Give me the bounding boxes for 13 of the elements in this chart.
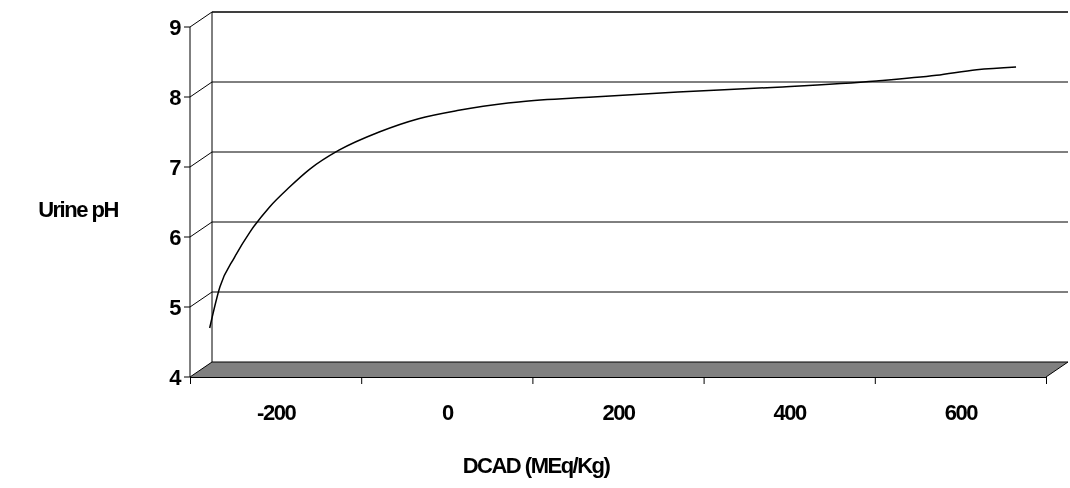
y-tick-label: 6 xyxy=(169,224,182,250)
x-tick-label: -200 xyxy=(257,399,297,425)
x-tick-label: 200 xyxy=(602,399,636,425)
y-tick-label: 7 xyxy=(169,154,182,180)
y-tick-label: 9 xyxy=(169,14,182,40)
x-axis-title: DCAD (MEq/Kg) xyxy=(462,453,611,478)
y-axis-title: Urine pH xyxy=(38,197,119,222)
x-tick-label: 0 xyxy=(441,399,454,425)
y-tick-label: 8 xyxy=(169,84,182,110)
x-tick-label: 400 xyxy=(773,399,808,425)
y-tick-label: 4 xyxy=(169,364,183,390)
x-tick-label: 600 xyxy=(944,399,979,425)
y-tick-label: 5 xyxy=(169,294,182,320)
